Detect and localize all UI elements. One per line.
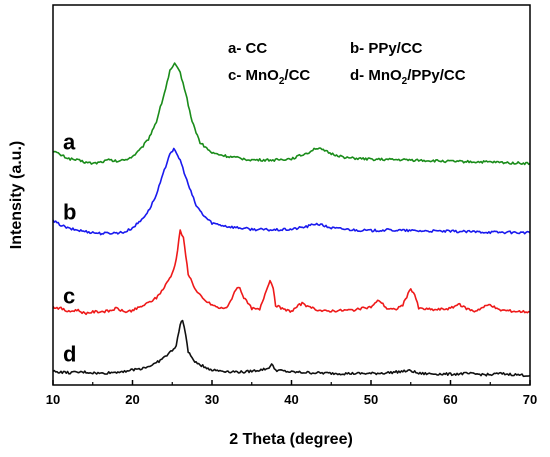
curve-label-a: a: [63, 130, 76, 155]
x-tick-label-30: 30: [205, 392, 219, 407]
series-d-line: [52, 319, 531, 378]
legend-entry-c: c- MnO2/CC: [228, 67, 310, 87]
legend-entry-a: a- CC: [228, 40, 267, 57]
series-c-line: [52, 229, 531, 316]
x-tick-label-20: 20: [125, 392, 139, 407]
curve-labels-layer: a b c d: [63, 130, 76, 367]
legend: a- CC b- PPy/CC c- MnO2/CC d- MnO2/PPy/CC: [228, 40, 466, 87]
curves-layer: [52, 62, 531, 378]
x-tick-label-40: 40: [284, 392, 298, 407]
legend-entry-d: d- MnO2/PPy/CC: [350, 67, 466, 87]
series-a-line: [52, 62, 531, 166]
x-axis-label: 2 Theta (degree): [229, 431, 353, 448]
y-axis-label: Intensity (a.u.): [8, 141, 25, 249]
x-tick-label-10: 10: [46, 392, 60, 407]
x-ticks-layer: 10 20 30 40 50 60 70: [46, 380, 537, 407]
curve-label-b: b: [63, 200, 76, 225]
series-b-line: [52, 147, 531, 236]
legend-entry-b: b- PPy/CC: [350, 40, 423, 57]
curve-label-c: c: [63, 284, 75, 309]
plot-frame: [52, 4, 531, 386]
x-tick-label-70: 70: [523, 392, 537, 407]
x-tick-label-60: 60: [443, 392, 457, 407]
curve-label-d: d: [63, 342, 76, 367]
x-tick-label-50: 50: [364, 392, 378, 407]
